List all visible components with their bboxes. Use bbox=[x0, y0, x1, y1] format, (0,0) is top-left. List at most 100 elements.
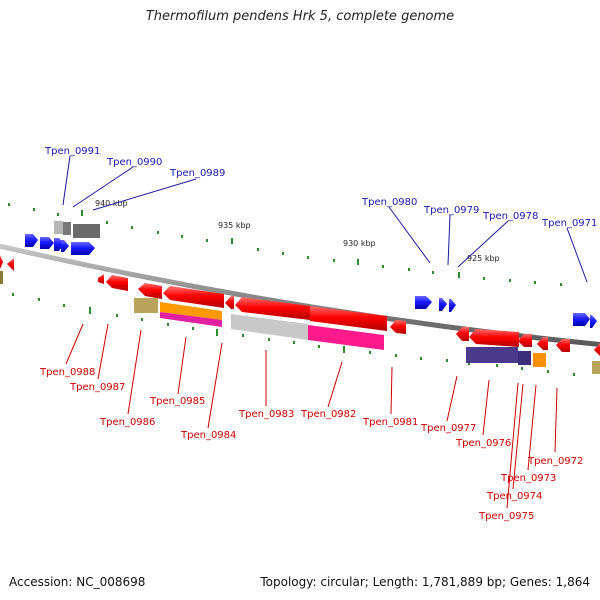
gene-arrow[interactable] bbox=[61, 240, 69, 252]
tick-dot bbox=[33, 208, 35, 211]
leader-line bbox=[97, 323, 109, 380]
tick-dot bbox=[257, 248, 259, 251]
gene-label[interactable]: Tpen_0974 bbox=[486, 491, 542, 502]
tick-dot bbox=[534, 281, 536, 284]
gene-arrow[interactable] bbox=[556, 339, 570, 352]
leader-line bbox=[207, 342, 223, 429]
leader-line bbox=[512, 383, 524, 490]
cog-box bbox=[54, 221, 63, 234]
gene-label[interactable]: Tpen_0982 bbox=[300, 409, 356, 420]
gene-arrow[interactable] bbox=[138, 283, 162, 299]
leader-line bbox=[92, 178, 197, 211]
tick-dot bbox=[293, 341, 295, 344]
gene-label[interactable]: Tpen_0979 bbox=[423, 205, 479, 216]
gene-arrow[interactable] bbox=[25, 234, 38, 247]
accession-text: Accession: NC_008698 bbox=[9, 575, 146, 589]
leader-line bbox=[446, 375, 458, 422]
gene-arrow[interactable] bbox=[449, 299, 456, 312]
tick-dot bbox=[282, 252, 284, 255]
gene-label[interactable]: Tpen_0977 bbox=[420, 423, 476, 434]
gene-arrow[interactable] bbox=[0, 255, 3, 269]
scale-label-940: 940 kbp bbox=[95, 199, 128, 208]
leader-line bbox=[527, 384, 537, 471]
gene-arrow[interactable] bbox=[163, 286, 224, 308]
leader-line bbox=[388, 206, 431, 264]
gene-arrow[interactable] bbox=[235, 297, 310, 320]
cog-box bbox=[134, 298, 158, 313]
tick-dot bbox=[420, 357, 422, 360]
leader-line bbox=[506, 382, 519, 509]
forward-gene-labels: Tpen_0991 Tpen_0990 Tpen_0989 Tpen_0980 … bbox=[44, 146, 597, 229]
tick-dot bbox=[408, 268, 410, 271]
gene-label[interactable]: Tpen_0988 bbox=[39, 367, 95, 378]
gene-arrow[interactable] bbox=[439, 298, 447, 311]
cog-box bbox=[533, 353, 546, 367]
leader-line bbox=[327, 361, 343, 408]
tick-dot bbox=[509, 279, 511, 282]
tick-dot bbox=[231, 238, 233, 244]
gene-label[interactable]: Tpen_0972 bbox=[527, 456, 583, 467]
gene-label[interactable]: Tpen_0987 bbox=[69, 382, 125, 393]
leader-line bbox=[447, 214, 451, 266]
leader-line bbox=[482, 379, 490, 436]
gene-arrow[interactable] bbox=[71, 242, 95, 255]
reverse-strand-genes bbox=[0, 255, 600, 374]
gene-label[interactable]: Tpen_0991 bbox=[44, 146, 100, 157]
scale-label-930: 930 kbp bbox=[343, 239, 376, 248]
gene-arrow[interactable] bbox=[415, 296, 432, 309]
tick-dot bbox=[307, 256, 309, 259]
cog-box bbox=[308, 325, 384, 350]
tick-dot bbox=[106, 221, 108, 224]
gene-label[interactable]: Tpen_0973 bbox=[500, 473, 556, 484]
gene-arrow[interactable] bbox=[98, 274, 104, 284]
gene-label[interactable]: Tpen_0975 bbox=[478, 511, 534, 522]
gene-arrow[interactable] bbox=[7, 258, 14, 271]
tick-dot bbox=[547, 370, 549, 373]
tick-dot bbox=[81, 210, 83, 216]
reverse-leader-lines bbox=[65, 323, 558, 509]
tick-dot bbox=[116, 314, 118, 317]
tick-dot bbox=[192, 327, 194, 330]
gene-arrow[interactable] bbox=[456, 327, 469, 341]
forward-leader-lines bbox=[62, 155, 588, 283]
gene-label[interactable]: Tpen_0981 bbox=[362, 417, 418, 428]
gene-arrow[interactable] bbox=[225, 296, 234, 309]
gene-arrow[interactable] bbox=[469, 329, 519, 347]
tick-dot bbox=[216, 329, 218, 336]
tick-dot bbox=[333, 259, 335, 262]
gene-arrow[interactable] bbox=[40, 237, 54, 249]
gene-label[interactable]: Tpen_0971 bbox=[541, 218, 597, 229]
gene-label[interactable]: Tpen_0980 bbox=[361, 197, 417, 208]
tick-dot bbox=[242, 334, 244, 337]
gene-arrow[interactable] bbox=[518, 334, 532, 347]
leader-line bbox=[566, 227, 588, 283]
gene-label[interactable]: Tpen_0976 bbox=[455, 438, 511, 449]
gene-arrow[interactable] bbox=[537, 337, 548, 350]
leader-line bbox=[65, 323, 84, 365]
tick-dot bbox=[268, 338, 270, 341]
tick-dot bbox=[63, 304, 65, 307]
gene-label[interactable]: Tpen_0985 bbox=[149, 396, 205, 407]
tick-dot bbox=[560, 283, 562, 286]
tick-dot bbox=[446, 359, 448, 362]
gene-label[interactable]: Tpen_0986 bbox=[99, 417, 155, 428]
gene-arrow[interactable] bbox=[590, 315, 597, 328]
genome-summary-text: Topology: circular; Length: 1,781,889 bp… bbox=[260, 575, 590, 589]
gene-arrow[interactable] bbox=[0, 271, 3, 284]
gene-arrow[interactable] bbox=[573, 313, 590, 326]
tick-dot bbox=[318, 345, 320, 348]
gene-arrow[interactable] bbox=[106, 275, 128, 291]
leader-line bbox=[72, 166, 134, 208]
tick-dot bbox=[483, 277, 485, 280]
gene-label[interactable]: Tpen_0983 bbox=[238, 409, 294, 420]
tick-dot bbox=[167, 323, 169, 326]
gene-arrow[interactable] bbox=[390, 320, 406, 334]
gene-label[interactable]: Tpen_0984 bbox=[180, 430, 236, 441]
gene-arrow[interactable] bbox=[594, 343, 600, 356]
gene-arrow[interactable] bbox=[310, 306, 387, 331]
gene-label[interactable]: Tpen_0989 bbox=[169, 168, 225, 179]
gene-label[interactable]: Tpen_0978 bbox=[482, 211, 538, 222]
tick-dot bbox=[496, 364, 498, 367]
tick-dot bbox=[369, 351, 371, 354]
gene-label[interactable]: Tpen_0990 bbox=[106, 157, 162, 168]
